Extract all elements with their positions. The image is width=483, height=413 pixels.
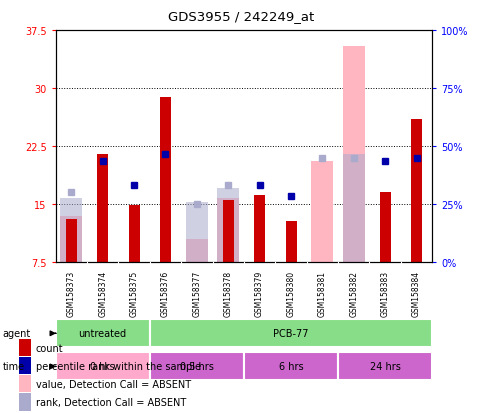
- Bar: [66, 220, 77, 262]
- Text: GSM158381: GSM158381: [318, 271, 327, 316]
- Bar: [19, 339, 31, 356]
- Text: GSM158376: GSM158376: [161, 271, 170, 316]
- Text: 24 hrs: 24 hrs: [370, 361, 400, 372]
- Bar: [60, 216, 82, 262]
- Bar: [217, 198, 239, 262]
- Bar: [56, 320, 150, 347]
- Bar: [338, 353, 432, 380]
- Text: GSM158374: GSM158374: [98, 271, 107, 316]
- Bar: [128, 206, 140, 262]
- Text: GSM158373: GSM158373: [67, 271, 76, 316]
- Text: GSM158383: GSM158383: [381, 271, 390, 316]
- Text: GDS3955 / 242249_at: GDS3955 / 242249_at: [169, 10, 314, 23]
- Text: value, Detection Call = ABSENT: value, Detection Call = ABSENT: [36, 379, 191, 389]
- Text: 0 hrs: 0 hrs: [90, 361, 115, 372]
- Bar: [343, 154, 365, 262]
- Text: GSM158378: GSM158378: [224, 271, 233, 316]
- Text: agent: agent: [2, 328, 30, 339]
- Text: percentile rank within the sample: percentile rank within the sample: [36, 361, 201, 371]
- Text: GSM158384: GSM158384: [412, 271, 421, 316]
- Text: rank, Detection Call = ABSENT: rank, Detection Call = ABSENT: [36, 397, 186, 407]
- Bar: [217, 189, 239, 262]
- Text: 6 hrs: 6 hrs: [279, 361, 303, 372]
- Bar: [411, 120, 422, 262]
- Bar: [60, 198, 82, 262]
- Bar: [223, 201, 234, 262]
- Text: untreated: untreated: [79, 328, 127, 339]
- Text: GSM158380: GSM158380: [286, 271, 296, 316]
- Bar: [254, 195, 265, 262]
- Bar: [150, 353, 244, 380]
- Text: count: count: [36, 343, 64, 353]
- Bar: [19, 393, 31, 411]
- Bar: [312, 162, 333, 262]
- Bar: [244, 353, 338, 380]
- Text: GSM158379: GSM158379: [255, 271, 264, 316]
- Text: time: time: [2, 361, 25, 372]
- Bar: [97, 154, 108, 262]
- Bar: [19, 357, 31, 375]
- Text: GSM158377: GSM158377: [192, 271, 201, 316]
- Bar: [186, 239, 208, 262]
- Bar: [380, 193, 391, 262]
- Text: PCB-77: PCB-77: [273, 328, 309, 339]
- Bar: [186, 203, 208, 262]
- Bar: [56, 353, 150, 380]
- Bar: [160, 98, 171, 262]
- Text: 0.5 hrs: 0.5 hrs: [180, 361, 214, 372]
- Text: GSM158375: GSM158375: [129, 271, 139, 316]
- Bar: [19, 375, 31, 392]
- Bar: [150, 320, 432, 347]
- Bar: [343, 46, 365, 262]
- Text: GSM158382: GSM158382: [349, 271, 358, 316]
- Bar: [285, 221, 297, 262]
